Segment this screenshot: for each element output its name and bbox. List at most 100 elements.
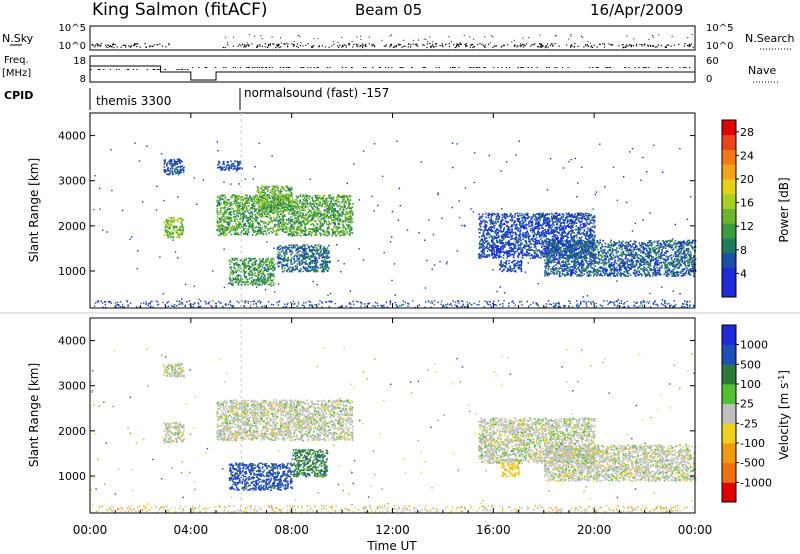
nsky-point — [269, 44, 271, 46]
power-cell — [181, 224, 184, 226]
nsky-point — [585, 45, 587, 47]
power-cell — [236, 259, 238, 261]
power-cell — [244, 210, 246, 213]
power-cell — [310, 210, 313, 212]
power-cell — [352, 203, 354, 205]
power-cell — [343, 232, 345, 234]
nsearch-point — [368, 36, 370, 38]
power-cell — [349, 226, 352, 228]
power-cell — [261, 204, 263, 207]
freq-label: Freq. — [4, 55, 29, 66]
power-cell — [243, 213, 245, 215]
power-cell — [277, 203, 279, 206]
power-cell — [347, 218, 349, 220]
nave-point — [423, 67, 425, 68]
power-cell — [259, 265, 262, 267]
nsky-point — [602, 43, 604, 45]
power-cell — [312, 260, 315, 262]
power-cell — [270, 210, 272, 212]
power-cell — [305, 256, 307, 258]
power-cell — [350, 216, 352, 219]
nsky-point — [585, 44, 587, 46]
nsky-point — [125, 46, 127, 48]
power-cell — [240, 267, 242, 270]
power-cell — [285, 226, 288, 229]
nsearch-point — [271, 36, 273, 38]
power-cell — [588, 245, 591, 248]
power-cell — [173, 220, 176, 223]
power-cell — [221, 233, 223, 235]
nsky-point — [432, 45, 435, 47]
power-cell — [248, 257, 250, 260]
power-cell — [261, 191, 263, 193]
power-cell — [311, 206, 314, 209]
power-cell — [306, 247, 308, 250]
nsky-point — [132, 44, 134, 46]
power-cell — [548, 218, 551, 220]
power-cell — [312, 231, 314, 233]
power-cell — [285, 185, 287, 188]
power-cell — [257, 207, 259, 209]
power-cell — [220, 227, 222, 229]
power-cell — [319, 200, 321, 203]
power-cell — [236, 227, 239, 229]
nsky-point — [356, 44, 358, 46]
power-cell — [246, 200, 248, 203]
power-cell — [330, 200, 332, 202]
power-cell — [326, 197, 329, 200]
power-cell — [297, 203, 300, 205]
power-cell — [251, 203, 254, 205]
power-cell — [278, 253, 281, 255]
power-cell — [223, 219, 226, 221]
power-cell — [264, 281, 267, 283]
power-cell — [326, 203, 328, 206]
power-cell — [164, 161, 167, 163]
power-cell — [304, 247, 307, 250]
power-cell — [251, 208, 253, 210]
power-cell — [302, 261, 305, 264]
power-cell — [173, 225, 176, 227]
power-cell — [264, 268, 266, 271]
power-cell — [239, 162, 242, 165]
power-cell — [292, 233, 294, 236]
power-cell — [284, 231, 287, 233]
power-cell — [347, 233, 350, 236]
power-cell — [311, 214, 313, 217]
power-cell — [303, 202, 305, 205]
power-cell — [170, 222, 172, 225]
power-cell — [288, 230, 291, 233]
power-cell — [351, 218, 353, 220]
nave-point — [258, 67, 260, 68]
power-cell — [270, 208, 273, 210]
power-cell — [251, 221, 254, 223]
power-cell — [280, 225, 283, 227]
power-cell — [236, 280, 238, 282]
power-cell — [349, 211, 351, 213]
nsky-point — [135, 43, 137, 45]
power-cell — [538, 217, 541, 220]
power-cell — [257, 204, 260, 207]
nave-label: Nave — [748, 64, 776, 77]
power-cell — [251, 280, 253, 282]
power-cell — [216, 200, 218, 203]
power-cell — [220, 234, 222, 236]
nsky-point — [345, 46, 347, 48]
power-cell — [296, 260, 298, 262]
power-cell — [344, 215, 347, 218]
power-cell — [563, 235, 565, 237]
power-cell — [253, 231, 255, 234]
power-cell — [267, 189, 269, 192]
power-cell — [274, 193, 276, 195]
power-cell — [312, 255, 315, 258]
power-cell — [565, 212, 568, 215]
nsearch-point — [299, 35, 301, 37]
power-cell — [166, 162, 169, 164]
power-cell — [174, 168, 177, 171]
nsearch-point — [633, 38, 635, 40]
power-cell — [300, 224, 303, 226]
power-cell — [302, 229, 304, 232]
power-cell — [245, 276, 248, 278]
power-cell — [231, 283, 233, 286]
power-cell — [331, 219, 333, 221]
nsearch-point — [511, 41, 513, 43]
